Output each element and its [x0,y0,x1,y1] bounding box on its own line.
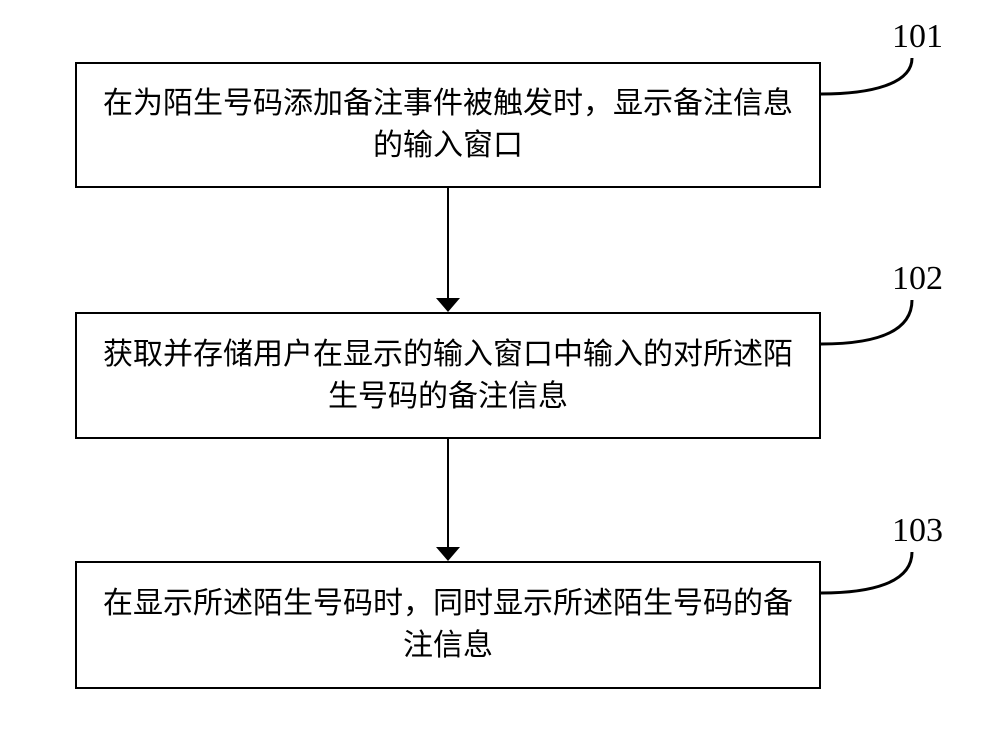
flowchart-canvas: 在为陌生号码添加备注事件被触发时，显示备注信息的输入窗口 101 获取并存储用户在显… [0,0,1000,743]
step-label-step1: 101 [892,18,943,56]
flow-node-step2: 获取并存储用户在显示的输入窗口中输入的对所述陌生号码的备注信息 [75,312,821,439]
flow-node-text: 在为陌生号码添加备注事件被触发时，显示备注信息的输入窗口 [97,83,799,167]
flow-arrowhead-0 [436,298,460,312]
flow-arrow-0 [447,188,449,300]
flow-node-text: 在显示所述陌生号码时，同时显示所述陌生号码的备注信息 [97,583,799,667]
flow-node-step1: 在为陌生号码添加备注事件被触发时，显示备注信息的输入窗口 [75,62,821,188]
flow-arrow-1 [447,439,449,549]
step-label-step3: 103 [892,512,943,550]
flow-node-step3: 在显示所述陌生号码时，同时显示所述陌生号码的备注信息 [75,561,821,689]
flow-arrowhead-1 [436,547,460,561]
step-label-step2: 102 [892,260,943,298]
flow-node-text: 获取并存储用户在显示的输入窗口中输入的对所述陌生号码的备注信息 [97,334,799,418]
